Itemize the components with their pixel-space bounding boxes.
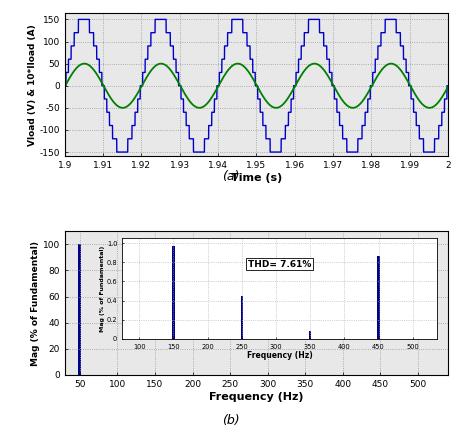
X-axis label: Frequency (Hz): Frequency (Hz) [209, 391, 304, 402]
X-axis label: Time (s): Time (s) [231, 173, 282, 183]
Y-axis label: Vload (V) & 10*Iload (A): Vload (V) & 10*Iload (A) [28, 24, 36, 146]
Text: (b): (b) [222, 414, 240, 426]
Bar [79, 244, 81, 375]
Y-axis label: Mag (% of Fundamental): Mag (% of Fundamental) [31, 241, 40, 366]
Text: (a): (a) [222, 170, 240, 183]
